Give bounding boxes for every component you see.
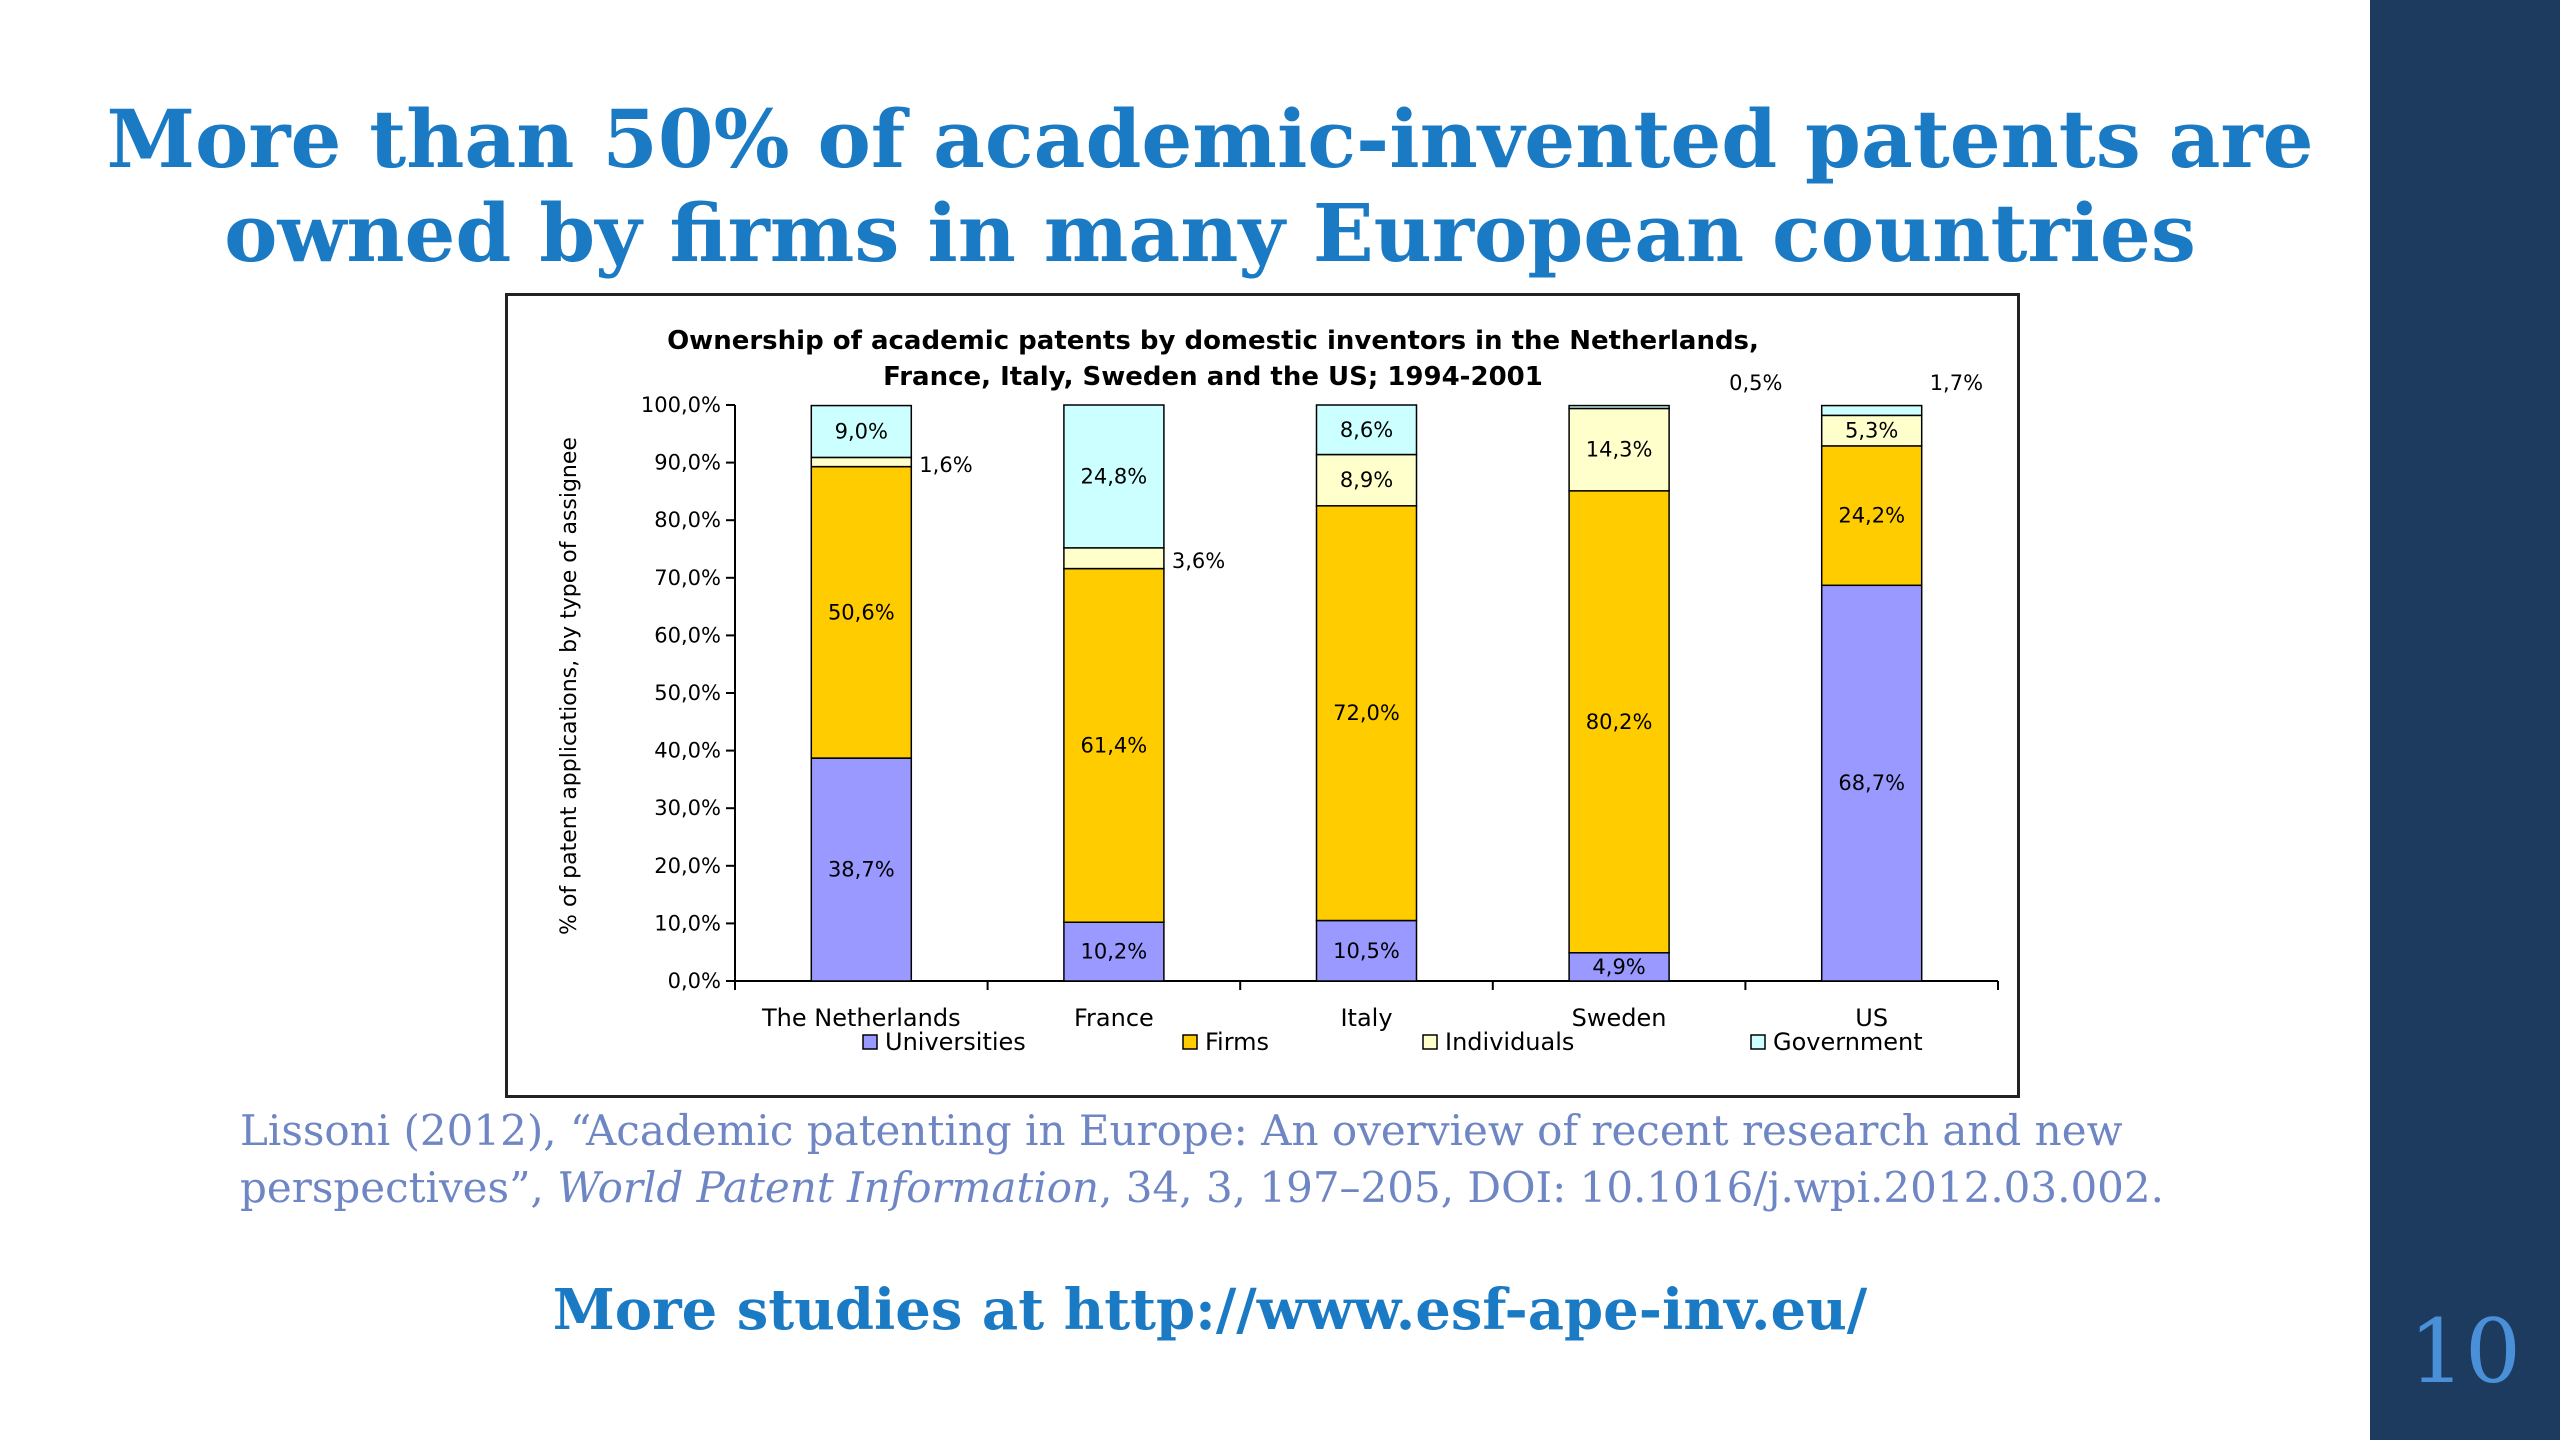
citation: Lissoni (2012), “Academic patenting in E… — [240, 1102, 2320, 1216]
data-label: 24,8% — [1081, 464, 1148, 488]
legend-label: Government — [1773, 1028, 1923, 1056]
legend-swatch — [1750, 1034, 1766, 1050]
bar-segment — [1820, 584, 1923, 982]
data-label: 10,5% — [1333, 939, 1400, 963]
bar-segment — [1315, 505, 1418, 922]
y-axis-label: % of patent applications, by type of ass… — [557, 437, 582, 935]
citation-text-1: Lissoni (2012), “Academic patenting in E… — [240, 1106, 2123, 1212]
y-tick-label: 10,0% — [654, 911, 721, 935]
data-label: 38,7% — [828, 858, 895, 882]
y-tick-label: 30,0% — [654, 796, 721, 820]
y-tick-label: 80,0% — [654, 508, 721, 532]
y-tick-label: 20,0% — [654, 854, 721, 878]
legend-label: Firms — [1205, 1028, 1269, 1056]
y-tick-label: 60,0% — [654, 623, 721, 647]
x-tick-label: France — [1074, 1004, 1154, 1032]
y-tick-label: 40,0% — [654, 739, 721, 763]
data-label: 14,3% — [1586, 438, 1653, 462]
data-label: 9,0% — [835, 419, 888, 443]
legend: Universities Firms Individuals Government — [862, 1028, 1923, 1056]
y-tick-label: 0,0% — [668, 969, 721, 993]
bar-segment — [1820, 404, 1923, 417]
bar-segment — [1315, 404, 1418, 456]
data-label: 8,6% — [1340, 418, 1393, 442]
slide-title: More than 50% of academic-invented paten… — [60, 92, 2360, 280]
x-tick-label: Italy — [1340, 1004, 1392, 1032]
page-number: 10 — [2409, 1300, 2521, 1403]
legend-label: Individuals — [1445, 1028, 1574, 1056]
y-tick-label: 100,0% — [641, 393, 721, 417]
legend-swatch — [862, 1034, 878, 1050]
citation-journal: World Patent Information — [557, 1163, 1100, 1212]
slide-title-line1: More than 50% of academic-invented paten… — [106, 92, 2314, 186]
bar-segment — [1820, 445, 1923, 587]
bars — [810, 404, 1923, 982]
data-label: 68,7% — [1838, 771, 1905, 795]
bar-segment — [810, 404, 913, 459]
slide-title-line2: owned by firms in many European countrie… — [224, 186, 2196, 280]
data-label: 24,2% — [1838, 504, 1905, 528]
bar-segment — [1063, 404, 1165, 549]
bar-segment — [1063, 547, 1165, 570]
data-label: 80,2% — [1586, 710, 1653, 734]
bar-segment — [1568, 407, 1670, 492]
bar-segment — [1568, 404, 1670, 410]
legend-swatch — [1182, 1034, 1198, 1050]
data-label: 1,7% — [1930, 371, 1983, 395]
bar-segment — [810, 456, 913, 468]
stacked-bar-chart: Ownership of academic patents by domesti… — [557, 326, 1999, 1056]
bar-segment — [1568, 490, 1670, 954]
more-studies-link[interactable]: More studies at http://www.esf-ape-inv.e… — [552, 1277, 1868, 1343]
y-tick-label: 70,0% — [654, 566, 721, 590]
slide-sidebar — [2370, 0, 2560, 1440]
x-tick-label: US — [1855, 1004, 1888, 1032]
x-axis: The Netherlands France Italy Sweden US — [734, 980, 1999, 1032]
bar-segment — [1315, 919, 1418, 982]
y-tick-label: 90,0% — [654, 451, 721, 475]
data-label: 61,4% — [1081, 733, 1148, 757]
citation-text-2: , 34, 3, 197–205, DOI: 10.1016/j.wpi.201… — [1099, 1163, 2164, 1212]
data-label: 3,6% — [1172, 549, 1225, 573]
data-label: 0,5% — [1729, 371, 1782, 395]
chart-frame: Ownership of academic patents by domesti… — [505, 293, 2020, 1098]
data-label: 4,9% — [1592, 955, 1645, 979]
legend-label: Universities — [885, 1028, 1026, 1056]
y-tick-label: 50,0% — [654, 681, 721, 705]
x-tick-label: Sweden — [1572, 1004, 1667, 1032]
chart-title-line2: France, Italy, Sweden and the US; 1994-2… — [883, 362, 1543, 392]
data-label: 10,2% — [1081, 940, 1148, 964]
chart-title-line1: Ownership of academic patents by domesti… — [667, 326, 1759, 356]
data-label: 5,3% — [1845, 419, 1898, 443]
bar-segment — [1820, 414, 1923, 447]
y-axis: 0,0% 10,0% 20,0% 30,0% 40,0% 50,0% 60,0% 70,0% 8… — [641, 393, 736, 993]
data-label: 50,6% — [828, 600, 895, 624]
data-labels: 38,7% 50,6% 1,6% 9,0% 10,2% 61,4% 3,6% 24,8% 10,… — [828, 371, 1983, 979]
bar-segment — [1063, 921, 1165, 982]
data-label: 8,9% — [1340, 468, 1393, 492]
data-label: 72,0% — [1333, 701, 1400, 725]
x-tick-label: The Netherlands — [761, 1004, 961, 1032]
bar-segment — [1063, 567, 1165, 923]
data-label: 1,6% — [919, 453, 972, 477]
bar-segment — [810, 465, 913, 759]
legend-swatch — [1422, 1034, 1438, 1050]
